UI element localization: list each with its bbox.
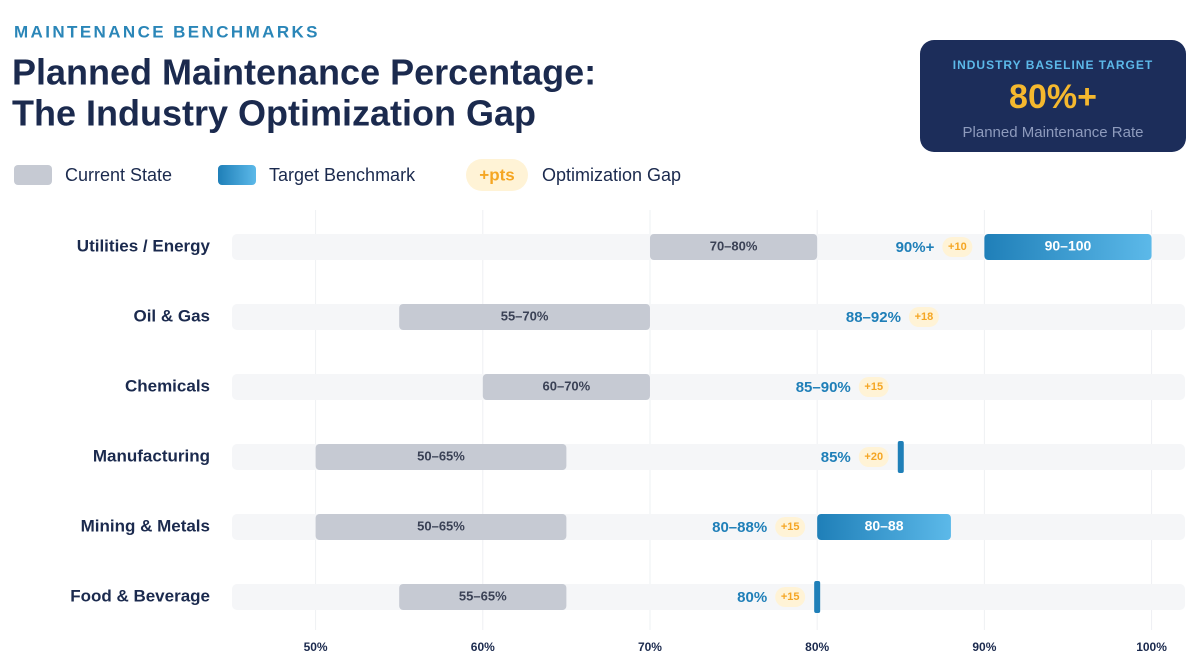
current-bar	[399, 584, 567, 610]
target-bar-label: 80–88	[865, 518, 904, 534]
tracks	[232, 234, 1185, 610]
gap-badge	[858, 447, 889, 467]
current-bar	[315, 514, 567, 540]
target-marker	[814, 581, 821, 613]
legend-label: Target Benchmark	[269, 165, 416, 185]
callout-heading: INDUSTRY BASELINE TARGET	[953, 58, 1153, 72]
current-bar	[482, 374, 650, 400]
category-label: Utilities / Energy	[77, 236, 211, 255]
x-tick-label: 60%	[471, 640, 495, 654]
current-label: 50–65%	[417, 518, 465, 533]
legend-label: Optimization Gap	[542, 165, 681, 185]
category-label: Manufacturing	[93, 446, 210, 465]
category-label: Mining & Metals	[81, 516, 210, 535]
target-bar	[817, 514, 951, 540]
current-bar	[315, 444, 567, 470]
target-bar-label: 90–100	[1045, 238, 1092, 254]
callout-box	[920, 40, 1186, 152]
current-bar	[649, 234, 818, 260]
target-label: 80–88%	[712, 519, 767, 536]
x-tick-label: 100%	[1136, 640, 1167, 654]
current-label: 50–65%	[417, 448, 465, 463]
current-label: 55–65%	[459, 588, 507, 603]
gap-label: +20	[864, 451, 883, 463]
gap-label: +18	[915, 311, 934, 323]
x-tick-label: 90%	[972, 640, 996, 654]
target-label: 80%	[737, 589, 767, 606]
target-label: 90%+	[896, 239, 935, 256]
grid	[315, 210, 1153, 630]
chart-title: The Industry Optimization Gap	[12, 93, 536, 134]
gap-label: +10	[948, 241, 967, 253]
gap-label: +15	[781, 591, 800, 603]
x-tick-label: 80%	[805, 640, 829, 654]
gap-badge	[908, 307, 939, 327]
track	[232, 584, 1185, 610]
current-label: 60–70%	[543, 378, 591, 393]
legend-badge-label: +pts	[479, 165, 514, 184]
track	[232, 374, 1185, 400]
gap-badge	[775, 587, 806, 607]
category-label: Chemicals	[125, 376, 210, 395]
legend: Current State Target Benchmark +pts Opti…	[14, 159, 681, 191]
target-bar	[984, 234, 1152, 260]
target-label: 85–90%	[796, 379, 851, 396]
current-label: 55–70%	[501, 308, 549, 323]
target-label: 85%	[821, 449, 851, 466]
callout-caption: Planned Maintenance Rate	[963, 124, 1144, 141]
callout-value: 80%+	[1009, 78, 1097, 116]
kicker: MAINTENANCE BENCHMARKS	[14, 22, 320, 41]
x-tick-label: 70%	[638, 640, 662, 654]
current-bar	[399, 304, 650, 330]
chart-title: Planned Maintenance Percentage:	[12, 52, 596, 93]
callout: INDUSTRY BASELINE TARGET 80%+ Planned Ma…	[920, 40, 1186, 152]
category-label: Oil & Gas	[133, 306, 210, 325]
legend-swatch	[218, 165, 256, 185]
x-tick-label: 50%	[304, 640, 328, 654]
legend-label: Current State	[65, 165, 172, 185]
legend-badge	[466, 159, 528, 191]
track	[232, 304, 1185, 330]
category-label: Food & Beverage	[70, 586, 210, 605]
current-label: 70–80%	[710, 238, 758, 253]
gap-badge	[775, 517, 806, 537]
target-label: 88–92%	[846, 309, 901, 326]
target-marker	[897, 441, 904, 473]
gap-label: +15	[781, 521, 800, 533]
gap-badge	[942, 237, 973, 257]
gap-badge	[858, 377, 889, 397]
legend-swatch	[14, 165, 52, 185]
plot: 50% 60% 70% 80% 90% 100% Utilities / Energy 70–…	[70, 210, 1185, 654]
gap-label: +15	[864, 381, 883, 393]
